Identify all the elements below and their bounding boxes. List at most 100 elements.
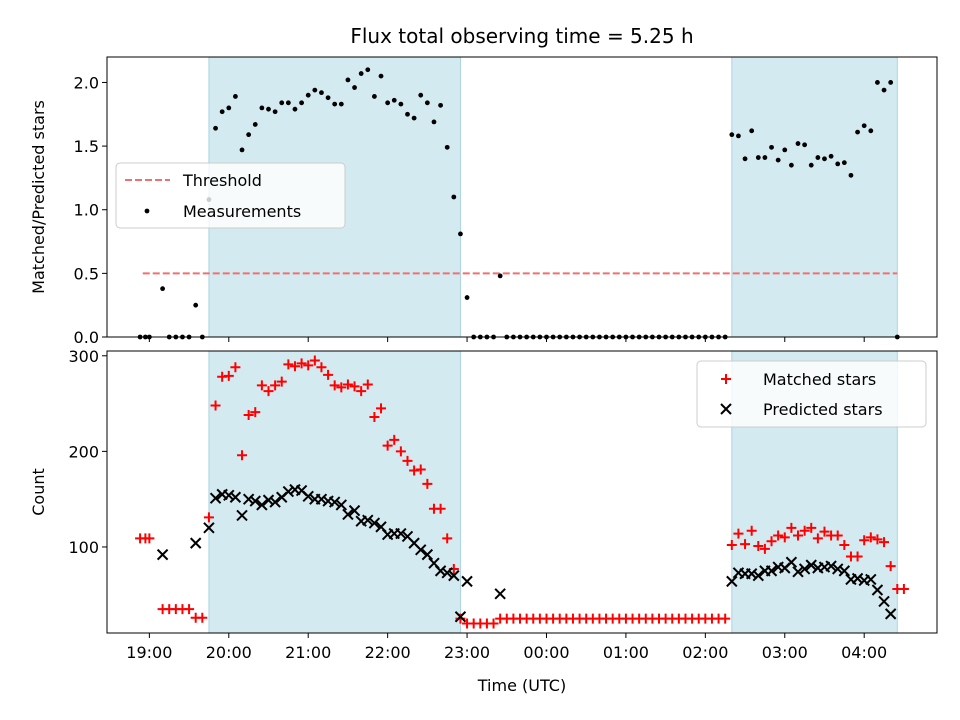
data-point bbox=[243, 410, 254, 421]
data-point bbox=[885, 561, 896, 572]
data-point bbox=[859, 535, 870, 546]
data-point bbox=[746, 525, 757, 536]
data-point bbox=[329, 380, 340, 391]
legend-threshold-label: Threshold bbox=[182, 171, 262, 190]
data-point bbox=[762, 155, 768, 160]
data-point bbox=[348, 504, 361, 517]
data-point bbox=[726, 540, 737, 551]
data-point bbox=[382, 440, 393, 451]
data-point bbox=[236, 509, 248, 522]
legend-swatch bbox=[720, 403, 732, 415]
data-point bbox=[395, 527, 407, 540]
data-point bbox=[272, 109, 278, 115]
data-point bbox=[802, 142, 808, 148]
data-point bbox=[210, 400, 221, 411]
y-tick-label: 100 bbox=[68, 538, 99, 557]
data-point bbox=[305, 92, 311, 98]
data-point bbox=[798, 563, 811, 575]
data-point bbox=[740, 539, 751, 550]
data-point bbox=[332, 101, 338, 107]
data-point bbox=[775, 157, 781, 163]
data-point bbox=[398, 101, 404, 107]
data-point bbox=[325, 95, 331, 101]
data-point bbox=[444, 144, 450, 150]
data-point bbox=[312, 87, 318, 93]
data-point bbox=[455, 613, 466, 624]
data-point bbox=[269, 496, 281, 508]
data-point bbox=[494, 588, 506, 600]
data-point bbox=[766, 536, 777, 547]
x-tick-label: 02:00 bbox=[682, 643, 728, 662]
data-point bbox=[726, 575, 738, 588]
observing-window bbox=[208, 350, 461, 634]
data-point bbox=[733, 528, 744, 539]
data-point bbox=[237, 450, 248, 461]
data-point bbox=[841, 160, 847, 166]
series-matched-stars bbox=[135, 355, 909, 629]
legend-top: Threshold Measurements bbox=[115, 162, 346, 229]
data-point bbox=[799, 525, 810, 536]
data-point bbox=[342, 379, 353, 390]
data-point bbox=[279, 100, 285, 106]
data-point bbox=[765, 565, 778, 577]
data-point bbox=[832, 530, 843, 541]
data-point bbox=[302, 490, 314, 503]
data-point bbox=[203, 522, 215, 534]
data-point bbox=[266, 106, 271, 112]
data-point bbox=[358, 71, 364, 76]
data-point bbox=[276, 376, 287, 387]
y-axis-label: Count bbox=[29, 468, 48, 516]
data-point bbox=[203, 512, 214, 523]
data-point bbox=[316, 362, 327, 373]
data-point bbox=[405, 111, 410, 117]
data-point bbox=[263, 386, 274, 397]
y-tick-label: 0.0 bbox=[74, 328, 99, 347]
plot-frame bbox=[106, 56, 938, 338]
data-point bbox=[246, 132, 252, 138]
data-point bbox=[832, 563, 844, 575]
data-point bbox=[855, 129, 860, 135]
data-point bbox=[378, 73, 384, 79]
data-point bbox=[368, 517, 381, 529]
data-point bbox=[189, 537, 202, 549]
data-point bbox=[242, 493, 255, 505]
data-point bbox=[249, 495, 261, 507]
data-point bbox=[755, 155, 761, 160]
observing-window bbox=[731, 56, 898, 338]
legend-box bbox=[696, 360, 927, 428]
data-point bbox=[296, 358, 307, 369]
data-point bbox=[779, 532, 790, 543]
data-point bbox=[868, 128, 874, 134]
data-point bbox=[223, 370, 234, 381]
data-point bbox=[356, 386, 367, 397]
data-point bbox=[745, 568, 758, 580]
data-point bbox=[424, 100, 430, 106]
data-point bbox=[303, 360, 314, 371]
panel-1: 0.0 0.5 1.0 1.5 2.0 Flux total observing time… bbox=[29, 24, 938, 347]
data-point bbox=[323, 369, 334, 380]
data-point bbox=[464, 295, 470, 300]
data-point bbox=[835, 161, 841, 167]
data-point bbox=[442, 533, 453, 544]
data-point bbox=[315, 493, 328, 505]
data-point bbox=[441, 567, 453, 579]
data-point bbox=[252, 122, 258, 127]
data-point bbox=[389, 434, 400, 445]
data-point bbox=[806, 522, 817, 533]
y-tick-label: 200 bbox=[68, 442, 99, 461]
data-point bbox=[349, 381, 360, 392]
data-point bbox=[421, 548, 434, 561]
data-point bbox=[391, 97, 397, 103]
data-point bbox=[256, 380, 267, 391]
data-point bbox=[262, 494, 275, 506]
data-point bbox=[345, 77, 351, 83]
data-point bbox=[285, 100, 291, 106]
data-point bbox=[742, 156, 748, 162]
x-tick-label: 22:00 bbox=[365, 643, 411, 662]
x-axis-label: Time (UTC) bbox=[477, 676, 566, 695]
data-point bbox=[792, 566, 804, 578]
data-point bbox=[785, 556, 798, 568]
data-point bbox=[299, 100, 304, 106]
data-point bbox=[759, 543, 770, 554]
